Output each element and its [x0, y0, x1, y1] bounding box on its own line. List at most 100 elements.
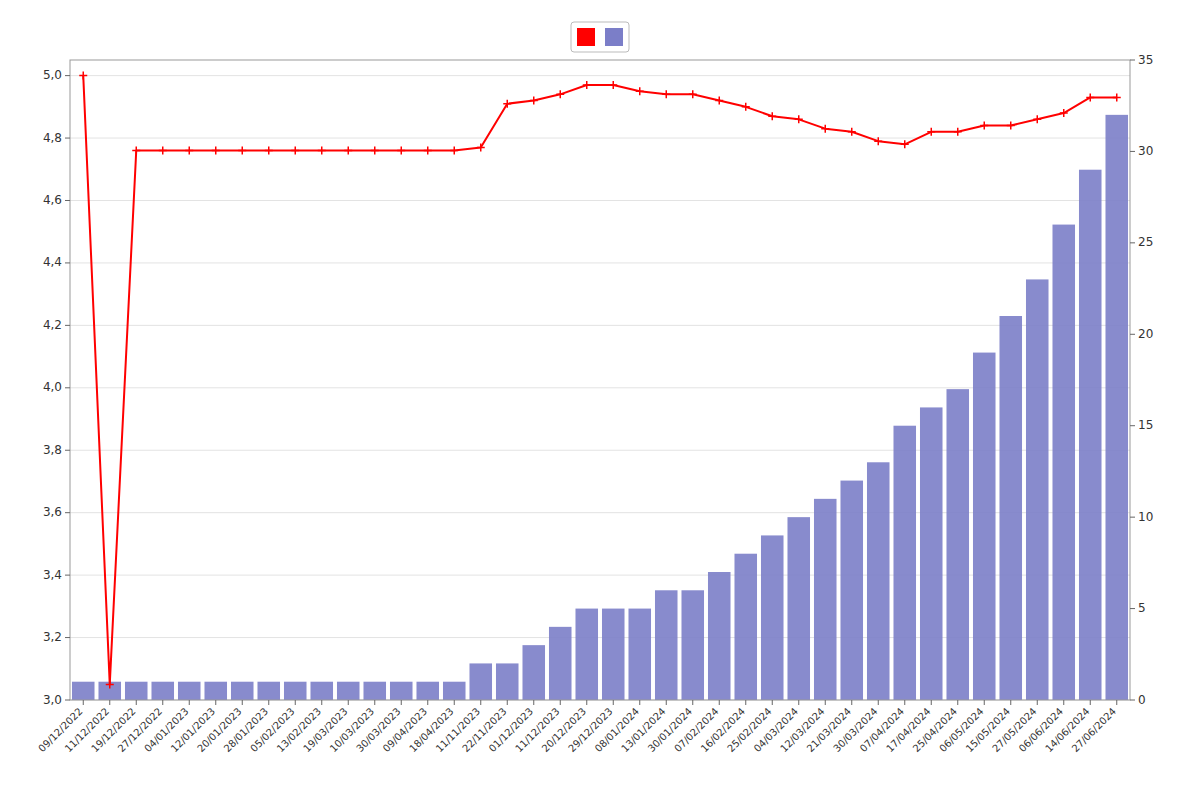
tick — [65, 138, 70, 139]
x-axis: 09/12/202211/12/202219/12/202227/12/2022… — [36, 700, 1118, 754]
bar — [416, 682, 439, 700]
tick — [83, 700, 84, 705]
tick-label: 3,2 — [43, 630, 62, 644]
tick — [507, 700, 508, 705]
marker — [503, 100, 511, 108]
marker — [344, 147, 352, 155]
legend-swatch — [577, 28, 595, 46]
bar — [337, 682, 360, 700]
marker — [689, 90, 697, 98]
bar — [761, 535, 784, 700]
bar — [363, 682, 386, 700]
bar — [999, 316, 1022, 700]
bar — [628, 609, 651, 700]
tick — [295, 700, 296, 705]
tick — [1063, 700, 1064, 705]
bar — [204, 682, 227, 700]
tick — [1130, 242, 1135, 243]
bar — [708, 572, 731, 700]
tick — [454, 700, 455, 705]
bar — [681, 590, 704, 700]
marker — [954, 128, 962, 136]
tick — [719, 700, 720, 705]
plot-area — [72, 72, 1128, 700]
tick — [851, 700, 852, 705]
tick — [772, 700, 773, 705]
tick — [984, 700, 985, 705]
marker — [874, 137, 882, 145]
marker — [450, 147, 458, 155]
tick — [109, 700, 110, 705]
marker — [980, 122, 988, 130]
bar — [575, 609, 598, 700]
marker — [185, 147, 193, 155]
marker — [715, 97, 723, 105]
bar — [1026, 279, 1049, 700]
marker — [159, 147, 167, 155]
tick — [1130, 608, 1135, 609]
marker — [1086, 93, 1094, 101]
bar — [787, 517, 810, 700]
tick — [560, 700, 561, 705]
marker — [1033, 115, 1041, 123]
marker — [1060, 109, 1068, 117]
marker — [424, 147, 432, 155]
bar — [602, 609, 625, 700]
bar — [284, 682, 307, 700]
tick-label: 10 — [1138, 510, 1153, 524]
legend-box — [571, 22, 629, 52]
marker — [106, 680, 114, 688]
marker — [477, 143, 485, 151]
bar — [867, 462, 890, 700]
marker — [927, 128, 935, 136]
bar — [814, 499, 837, 700]
tick — [189, 700, 190, 705]
marker — [795, 115, 803, 123]
bar — [390, 682, 413, 700]
tick-label: 15 — [1138, 418, 1153, 432]
tick — [1010, 700, 1011, 705]
bar — [151, 682, 174, 700]
tick-label: 27/06/2024 — [1070, 706, 1119, 755]
tick — [65, 700, 70, 701]
tick — [878, 700, 879, 705]
tick — [65, 575, 70, 576]
plot-frame — [70, 60, 1130, 700]
tick-label: 3,0 — [43, 693, 62, 707]
bar — [1079, 170, 1102, 700]
marker — [318, 147, 326, 155]
marker — [79, 72, 87, 80]
tick — [136, 700, 137, 705]
grid-line — [70, 512, 1130, 513]
tick-label: 35 — [1138, 53, 1153, 67]
tick — [242, 700, 243, 705]
marker — [848, 128, 856, 136]
tick — [65, 387, 70, 388]
y2-axis: 05101520253035 — [1130, 53, 1153, 707]
tick — [65, 512, 70, 513]
tick-label: 25 — [1138, 235, 1153, 249]
grid-line — [70, 637, 1130, 638]
tick-label: 4,2 — [43, 318, 62, 332]
tick — [666, 700, 667, 705]
tick — [374, 700, 375, 705]
tick — [692, 700, 693, 705]
tick — [586, 700, 587, 705]
tick-label: 4,6 — [43, 193, 62, 207]
tick — [639, 700, 640, 705]
tick-label: 30 — [1138, 144, 1153, 158]
bar — [72, 682, 95, 700]
tick — [1130, 700, 1135, 701]
marker — [1113, 93, 1121, 101]
tick — [348, 700, 349, 705]
marker — [662, 90, 670, 98]
tick — [798, 700, 799, 705]
tick-label: 3,4 — [43, 568, 62, 582]
tick — [1130, 151, 1135, 152]
tick — [321, 700, 322, 705]
grid-line — [70, 325, 1130, 326]
grid-line — [70, 262, 1130, 263]
bar — [655, 590, 678, 700]
tick — [613, 700, 614, 705]
legend — [571, 22, 629, 52]
